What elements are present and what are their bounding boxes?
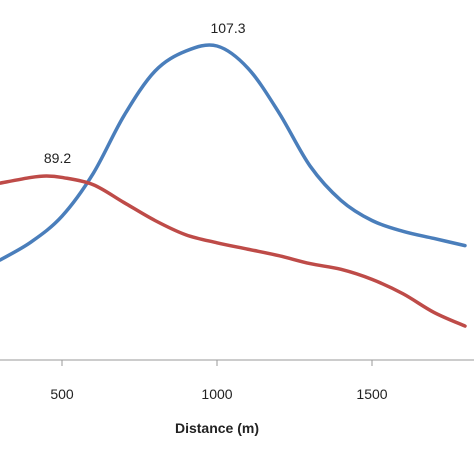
plot-area: 500 1000 1500 107.3 89.2 <box>0 20 474 402</box>
x-axis-ticks: 500 1000 1500 <box>50 360 388 402</box>
series-line-red <box>0 174 467 328</box>
data-label: 89.2 <box>44 150 71 166</box>
x-tick-label: 1500 <box>356 386 387 402</box>
x-axis-title: Distance (m) <box>175 420 259 436</box>
data-label: 107.3 <box>210 20 245 36</box>
series-line-blue <box>0 43 467 262</box>
x-tick-label: 1000 <box>201 386 232 402</box>
data-labels: 107.3 89.2 <box>44 20 246 166</box>
series-group <box>0 43 467 328</box>
x-tick-label: 500 <box>50 386 74 402</box>
